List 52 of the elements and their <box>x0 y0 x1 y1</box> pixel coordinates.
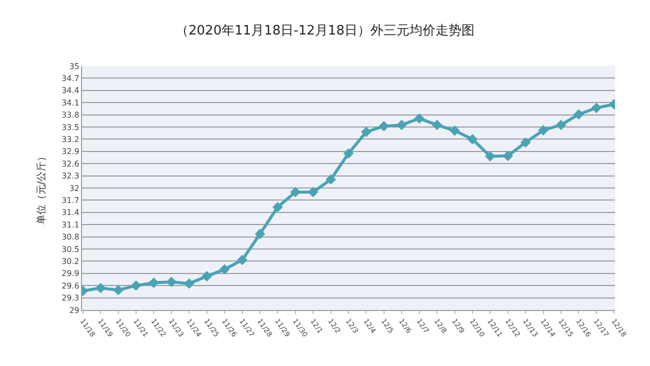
y-tick-label: 30.2 <box>62 257 80 266</box>
y-tick-label: 33.8 <box>62 110 80 120</box>
y-axis-title: 单位（元/公斤） <box>36 151 48 225</box>
point <box>272 202 283 212</box>
point <box>556 120 566 130</box>
y-tick-label: 34.4 <box>62 86 80 96</box>
y-tick-label: 33.2 <box>62 135 80 144</box>
y-tick-label: 32 <box>69 184 80 193</box>
point <box>254 228 266 240</box>
point <box>343 148 354 159</box>
y-tick-label: 29.9 <box>62 269 80 278</box>
y-tick-label: 31.4 <box>62 208 80 218</box>
point <box>184 278 194 289</box>
y-tick-label: 32.6 <box>62 159 80 168</box>
y-tick-label: 32.3 <box>62 172 80 181</box>
point <box>450 125 460 136</box>
point <box>219 264 230 275</box>
point <box>308 186 318 198</box>
chart-title: （2020年11月18日-12月18日）外三元均价走势图 <box>176 24 474 39</box>
y-tick-label: 31.7 <box>62 196 80 205</box>
point <box>414 113 425 124</box>
y-tick-label: 29.6 <box>62 281 80 290</box>
point <box>467 134 478 144</box>
y-tick-label: 30.5 <box>62 244 80 254</box>
point <box>396 120 407 130</box>
point <box>202 271 212 282</box>
y-tick-label: 29.3 <box>62 294 80 303</box>
point <box>113 284 124 296</box>
y-tick-label: 29 <box>69 306 80 315</box>
point <box>95 282 106 294</box>
point <box>290 186 301 198</box>
point <box>538 125 548 136</box>
point <box>502 150 514 162</box>
point <box>378 120 390 132</box>
y-tick-label: 31.1 <box>62 220 80 230</box>
point <box>361 126 372 138</box>
point <box>326 174 336 185</box>
point <box>432 120 442 130</box>
point <box>591 102 602 114</box>
y-tick-label: 35 <box>69 62 80 71</box>
y-tick-label: 33.5 <box>62 122 80 132</box>
point <box>166 276 177 288</box>
point <box>237 254 248 266</box>
y-tick-label: 32.9 <box>62 147 80 156</box>
point <box>130 280 142 291</box>
y-tick-label: 30.8 <box>62 232 80 242</box>
point <box>148 278 159 288</box>
y-tick-label: 34.1 <box>62 98 80 108</box>
point <box>484 151 496 162</box>
point <box>520 137 531 148</box>
y-tick-label: 34.7 <box>62 74 80 83</box>
point <box>574 109 584 120</box>
